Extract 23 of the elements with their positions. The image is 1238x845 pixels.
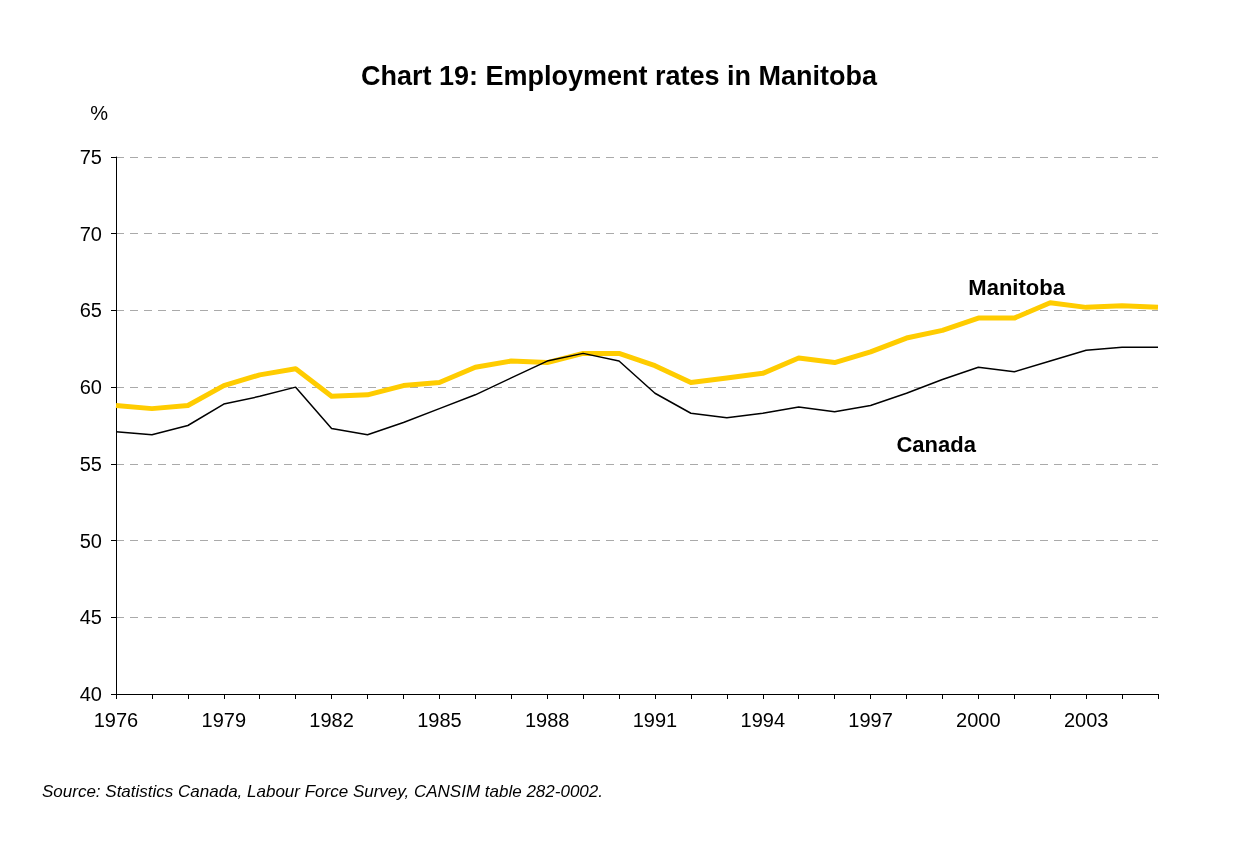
y-tick-label: 65: [79, 299, 102, 322]
y-tick-label: 40: [79, 683, 102, 705]
x-tick-label: 1979: [201, 709, 247, 731]
y-tick-label: 60: [79, 376, 102, 399]
y-tick-label: 45: [79, 606, 102, 629]
x-tick-label: 1988: [524, 709, 570, 731]
x-tick-label: 1976: [93, 709, 139, 731]
x-tick-label: 1982: [309, 709, 354, 731]
y-tick-label: 55: [79, 452, 102, 475]
chart-title: Chart 19: Employment rates in Manitoba: [360, 60, 879, 91]
x-tick-label: 2003: [1063, 709, 1109, 731]
x-tick-label: 1994: [740, 709, 786, 731]
series-label: Canada: [896, 431, 977, 457]
y-axis-title: %: [90, 102, 109, 124]
x-tick-label: 2000: [956, 709, 1001, 731]
source-note: Source: Statistics Canada, Labour Force Survey, CANSIM table 282-0002.: [42, 782, 603, 801]
series-label: Manitoba: [968, 274, 1066, 300]
x-tick-label: 1991: [632, 709, 678, 731]
y-tick-label: 70: [79, 222, 102, 245]
y-tick-label: 75: [79, 146, 102, 168]
y-tick-label: 50: [79, 529, 102, 552]
x-tick-label: 1997: [848, 709, 893, 731]
x-tick-label: 1985: [417, 709, 462, 731]
